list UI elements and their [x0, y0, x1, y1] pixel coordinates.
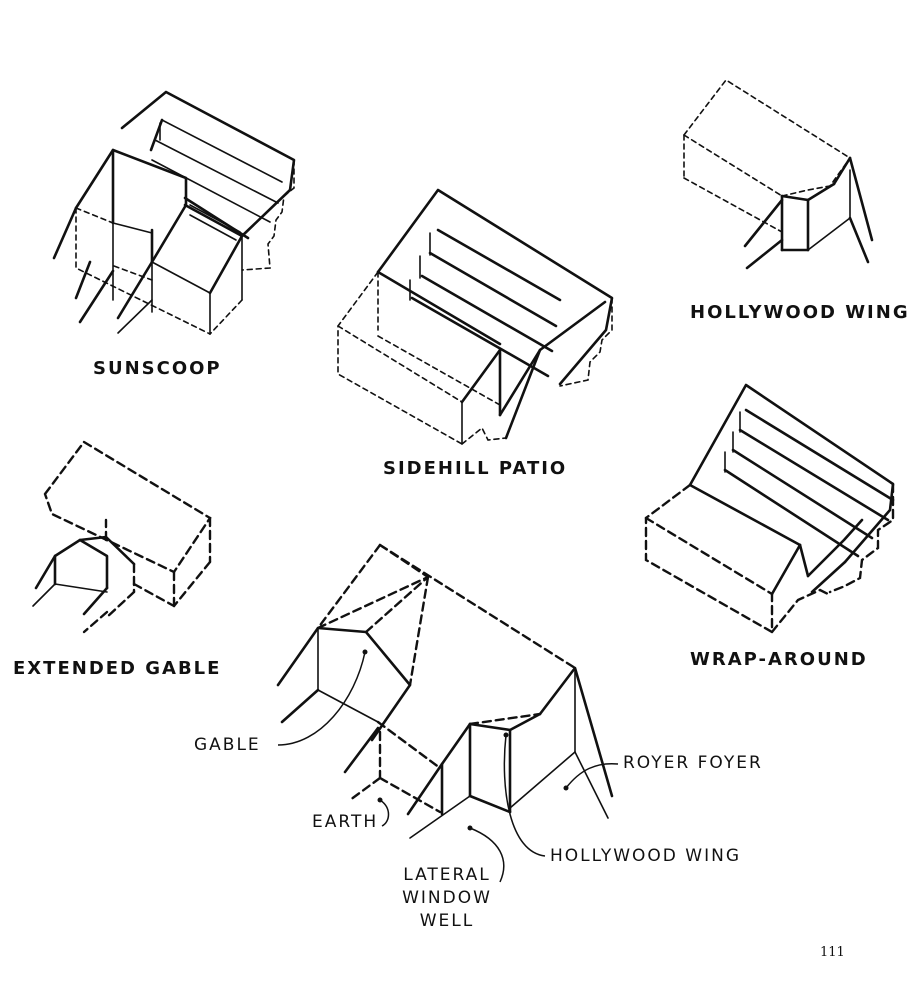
extended-gable-title: EXTENDED GABLE [13, 658, 222, 679]
hollywood-wing-drawing [683, 78, 874, 270]
gable-callout: GABLE [194, 735, 261, 755]
royer-foyer-callout: ROYER FOYER [623, 753, 763, 773]
royer-foyer-leader-line [565, 762, 619, 789]
callout-leaders [277, 649, 619, 883]
earth-leader-line [379, 799, 390, 827]
hollywood-wing-title: HOLLYWOOD WING [690, 302, 910, 323]
sidehill-patio-title: SIDEHILL PATIO [383, 458, 568, 479]
window-line: WINDOW [402, 888, 492, 908]
wrap-around-title: WRAP-AROUND [690, 649, 868, 670]
earth-callout: EARTH [312, 812, 379, 832]
extended-gable-drawing [32, 440, 212, 634]
hollywood-wing-leader-line [503, 734, 546, 857]
hollywood-wing-callout: HOLLYWOOD WING [550, 846, 742, 866]
combined-example-drawing [276, 543, 614, 839]
sunscoop-title: SUNSCOOP [93, 358, 222, 379]
window-well-leader-line [469, 827, 505, 883]
page-number: 111 [820, 945, 845, 960]
well-line: WELL [419, 911, 475, 931]
sunscoop-drawing [52, 90, 296, 335]
lateral-line: LATERAL [403, 865, 491, 885]
wrap-around-drawing [644, 383, 895, 635]
lateral-window-well-callout: LATERAL WINDOW WELL [392, 864, 502, 933]
gable-leader-line [277, 651, 366, 746]
sidehill-patio-drawing [337, 188, 614, 445]
